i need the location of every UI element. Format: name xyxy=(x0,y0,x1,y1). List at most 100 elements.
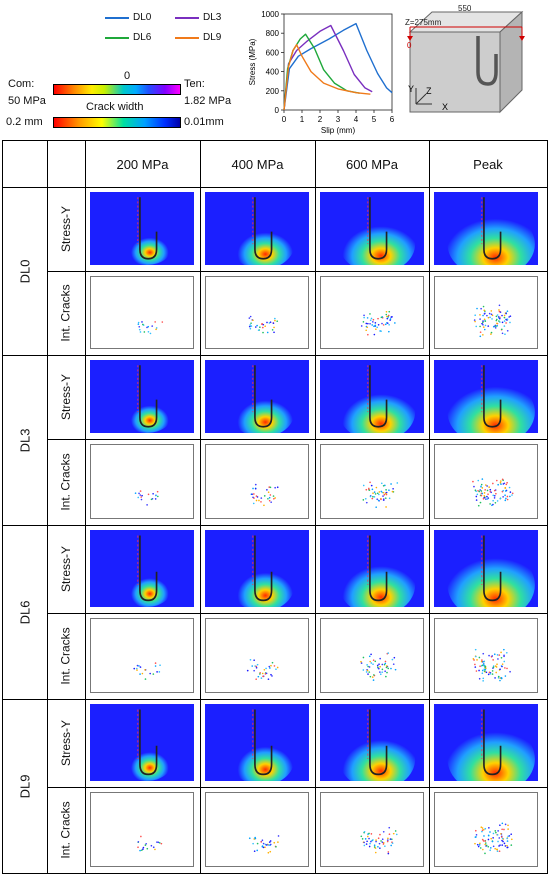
crack-point xyxy=(387,316,389,319)
stress-plot-dl0-400mpa xyxy=(205,192,309,265)
crack-point xyxy=(267,678,270,681)
crack-point xyxy=(495,666,498,668)
crack-point xyxy=(268,665,271,668)
u-bar-outline xyxy=(369,365,388,428)
x-tick-label: 2 xyxy=(318,115,323,124)
crack-point xyxy=(369,675,372,678)
crack-point xyxy=(504,499,507,502)
u-bar-outline xyxy=(369,197,388,260)
crack-point xyxy=(472,658,475,660)
crack-point xyxy=(477,845,480,848)
crack-point xyxy=(277,841,279,843)
stress-zone xyxy=(120,563,174,607)
crack-point xyxy=(146,847,149,850)
crack-point xyxy=(492,325,495,328)
crack-point xyxy=(384,845,386,848)
crack-point xyxy=(360,662,363,664)
crack-point xyxy=(140,849,143,851)
crack-point xyxy=(390,838,393,841)
crack-point xyxy=(481,827,484,829)
crack-point xyxy=(488,654,490,657)
crack-point xyxy=(143,331,146,333)
crack-point xyxy=(482,305,485,308)
crack-point xyxy=(273,665,276,667)
crack-point xyxy=(384,670,386,673)
series-line-dl3 xyxy=(283,24,373,111)
row-label-text: Int. Cracks xyxy=(59,284,74,342)
plot-graphic xyxy=(248,315,279,334)
crack-point xyxy=(365,322,368,325)
crack-point xyxy=(479,331,482,333)
crack-point xyxy=(487,838,490,841)
plot-graphic xyxy=(360,826,398,855)
crack-point xyxy=(479,325,481,328)
results-grid: 200 MPa 400 MPa 600 MPa Peak DL0 DL3 DL6… xyxy=(2,140,548,874)
crack-point xyxy=(503,482,506,485)
crack-point xyxy=(372,659,375,662)
u-bar-outline xyxy=(254,709,273,776)
crack-point xyxy=(506,329,509,332)
crack-point xyxy=(146,504,148,506)
crack-point xyxy=(381,322,383,325)
crack-point xyxy=(363,314,365,317)
stress-zone xyxy=(229,219,295,265)
stress-zone xyxy=(229,732,295,781)
row-label-text: Int. Cracks xyxy=(59,453,74,511)
crack-point xyxy=(504,333,506,336)
crack-point xyxy=(499,497,502,500)
crack-point xyxy=(494,327,497,329)
crack-point xyxy=(151,325,154,327)
crack-point xyxy=(377,317,379,320)
crack-point xyxy=(246,669,249,672)
ten-label: Ten: xyxy=(184,78,205,90)
crack-point xyxy=(379,847,381,850)
crack-point xyxy=(502,489,505,492)
crack-point xyxy=(381,671,384,674)
grid-hline-dl3-end xyxy=(3,525,547,526)
crack-point xyxy=(388,497,391,500)
legend-item-dl6: DL6 xyxy=(105,32,151,43)
crack-point xyxy=(139,849,141,852)
crack-point xyxy=(509,495,511,498)
stress-zone xyxy=(120,223,174,265)
crack-point xyxy=(274,497,276,499)
crack-point xyxy=(266,489,268,491)
crack-point xyxy=(506,318,509,321)
crack-point xyxy=(481,838,484,841)
specimen-text-dl3: DL3 xyxy=(17,428,33,452)
plot-graphic xyxy=(248,835,280,854)
crack-point xyxy=(382,830,385,833)
crack-point xyxy=(487,493,489,496)
plot-graphic xyxy=(339,197,416,265)
crack-point xyxy=(482,677,485,680)
crack-point xyxy=(498,317,501,320)
crack-point xyxy=(146,326,148,329)
crack-plot-dl9-200mpa xyxy=(90,792,194,867)
crack-point xyxy=(503,325,506,327)
plot-graphic xyxy=(447,709,535,781)
crack-point xyxy=(152,673,155,675)
arrow-head-right xyxy=(519,36,525,41)
crack-point xyxy=(480,483,483,486)
x-tick-label: 5 xyxy=(372,115,377,124)
crack-point xyxy=(485,671,488,674)
crack-point xyxy=(134,492,137,495)
crack-point xyxy=(256,324,258,327)
grid-vline-4 xyxy=(315,141,316,873)
crack-point xyxy=(249,327,252,330)
crack-point xyxy=(501,665,503,668)
crack-point xyxy=(362,321,365,323)
crack-point xyxy=(263,495,266,497)
crack-point xyxy=(139,666,142,668)
crack-point xyxy=(252,487,254,490)
u-bar-outline xyxy=(254,535,273,602)
legend-line-dl3 xyxy=(175,16,199,19)
crack-point xyxy=(484,320,487,323)
series-line-dl0 xyxy=(283,22,393,111)
crack-point xyxy=(276,666,279,669)
crack-point xyxy=(269,486,272,489)
crack-point xyxy=(384,662,387,665)
u-bar-outline xyxy=(369,709,388,776)
crack-point xyxy=(505,318,507,321)
crack-max-label: 0.2 mm xyxy=(6,116,43,128)
